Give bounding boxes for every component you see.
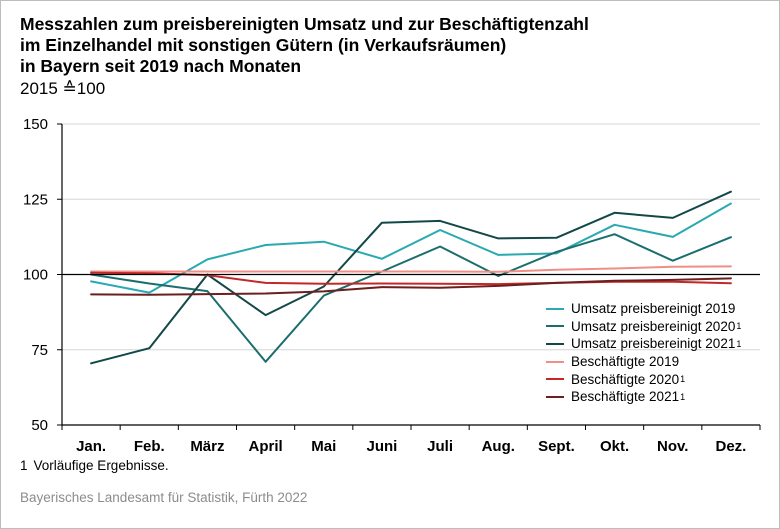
chart-title-line-2: im Einzelhandel mit sonstigen Gütern (in… [20, 35, 507, 55]
legend-label: Umsatz preisbereinigt 2020 [571, 318, 736, 334]
legend-item-1: Umsatz preisbereinigt 2019 [546, 300, 741, 318]
x-tick-label-6: Juli [427, 438, 453, 455]
legend-label: Beschäftigte 2021 [571, 389, 680, 405]
footnote-number: 1 [20, 458, 28, 473]
x-tick-label-10: Nov. [657, 438, 688, 455]
y-tick-label-100: 100 [23, 267, 48, 284]
legend-item-2: Umsatz preisbereinigt 2020 1 [546, 318, 741, 336]
axes: 50 75 100 125 150 Jan. Feb. März April Mai Juni Jul… [23, 116, 761, 455]
source-note: Bayerisches Landesamt für Statistik, Für… [20, 490, 308, 505]
legend-item-6: Beschäftigte 2021 1 [546, 388, 741, 406]
series-line-6 [90, 277, 732, 296]
series-line-4 [90, 265, 732, 273]
legend: Umsatz preisbereinigt 2019 Umsatz preisbe… [546, 300, 741, 406]
legend-swatch [546, 378, 564, 381]
y-tick-label-150: 150 [23, 116, 48, 133]
legend-swatch [546, 307, 564, 310]
legend-item-4: Beschäftigte 2019 [546, 353, 741, 371]
x-tick-label-9: Okt. [600, 438, 629, 455]
series-line-1 [90, 202, 732, 294]
legend-item-3: Umsatz preisbereinigt 2021 1 [546, 335, 741, 353]
chart-title-line-3: in Bayern seit 2019 nach Monaten [20, 56, 302, 76]
chart-title: Messzahlen zum preisbereinigten Umsatz u… [20, 14, 589, 77]
y-tick-label-125: 125 [23, 191, 48, 208]
x-tick-label-1: Feb. [134, 438, 165, 455]
legend-swatch [546, 395, 564, 398]
x-tick-label-3: April [248, 438, 282, 455]
footnote: 1 Vorläufige Ergebnisse. [20, 458, 169, 473]
legend-swatch [546, 342, 564, 345]
footnote-text: Vorläufige Ergebnisse. [33, 458, 169, 473]
x-tick-label-11: Dez. [715, 438, 746, 455]
x-tick-label-5: Juni [366, 438, 397, 455]
y-tick-label-75: 75 [31, 342, 48, 359]
legend-label: Beschäftigte 2019 [571, 354, 680, 370]
y-tick-label-50: 50 [31, 417, 48, 434]
x-tick-label-4: Mai [311, 438, 336, 455]
x-tick-label-8: Sept. [538, 438, 575, 455]
legend-swatch [546, 360, 564, 363]
chart-subtitle: 2015 ≙100 [20, 79, 106, 98]
x-tick-label-0: Jan. [76, 438, 106, 455]
chart-title-line-1: Messzahlen zum preisbereinigten Umsatz u… [20, 14, 589, 34]
x-tick-label-2: März [190, 438, 224, 455]
legend-item-5: Beschäftigte 2020 1 [546, 370, 741, 388]
series-line-3 [90, 190, 732, 365]
legend-label: Beschäftigte 2020 [571, 371, 680, 387]
x-tick-label-7: Aug. [482, 438, 515, 455]
legend-label: Umsatz preisbereinigt 2019 [571, 301, 736, 317]
legend-label: Umsatz preisbereinigt 2021 [571, 336, 736, 352]
series-line-2 [90, 233, 732, 363]
legend-swatch [546, 325, 564, 328]
